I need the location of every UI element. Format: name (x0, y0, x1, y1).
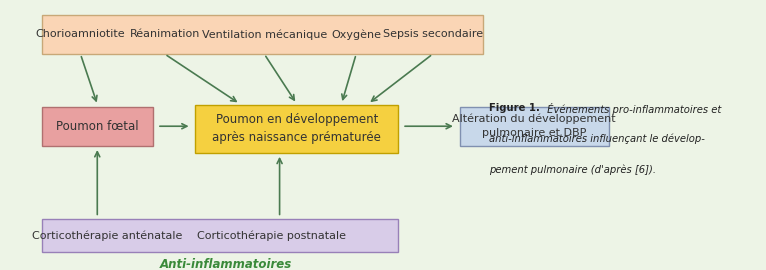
Text: anti-inflammatoires influençant le dévelop-: anti-inflammatoires influençant le dével… (489, 134, 705, 144)
Text: Figure 1.: Figure 1. (489, 103, 539, 113)
Text: Anti-inflammatoires: Anti-inflammatoires (160, 258, 292, 270)
Text: Sepsis secondaire: Sepsis secondaire (383, 29, 483, 39)
Text: Ventilation mécanique: Ventilation mécanique (201, 29, 327, 40)
FancyBboxPatch shape (42, 219, 398, 252)
FancyBboxPatch shape (42, 107, 153, 146)
Text: Poumon en développement
après naissance prématurée: Poumon en développement après naissance … (212, 113, 381, 144)
Text: Chorioamniotite: Chorioamniotite (35, 29, 126, 39)
FancyBboxPatch shape (42, 15, 483, 54)
FancyBboxPatch shape (460, 107, 609, 146)
Text: pement pulmonaire (d'après [6]).: pement pulmonaire (d'après [6]). (489, 165, 656, 175)
Text: Poumon fœtal: Poumon fœtal (57, 120, 139, 133)
Text: Événements pro-inflammatoires et: Événements pro-inflammatoires et (544, 103, 721, 114)
Text: Altération du développement
pulmonaire et DBP: Altération du développement pulmonaire e… (453, 114, 616, 139)
Text: Réanimation: Réanimation (129, 29, 200, 39)
Text: Oxygène: Oxygène (331, 29, 381, 40)
Text: Corticothérapie anténatale: Corticothérapie anténatale (32, 230, 182, 241)
FancyBboxPatch shape (195, 105, 398, 153)
Text: Corticothérapie postnatale: Corticothérapie postnatale (198, 230, 346, 241)
